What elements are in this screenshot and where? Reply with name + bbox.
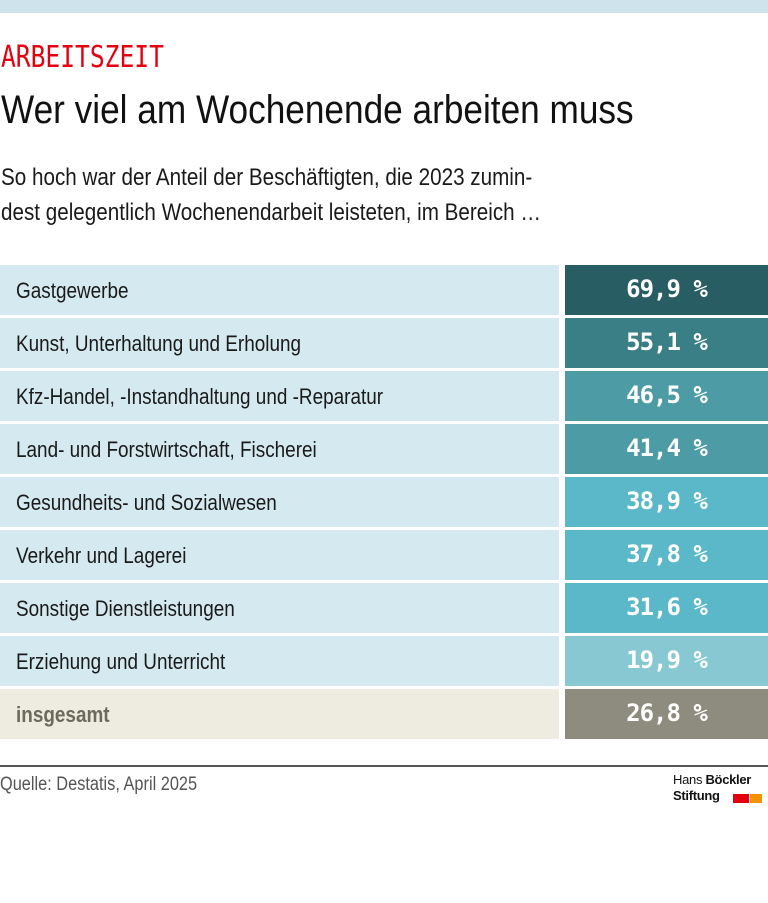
value-label: 37,8 % <box>626 540 708 568</box>
table-row: Kfz-Handel, -Instandhaltung und -Reparat… <box>0 371 768 421</box>
value-label: 31,6 % <box>626 593 708 621</box>
chart-subtitle: So hoch war der Anteil der Beschäftigten… <box>1 160 758 230</box>
row-label: Gesundheits- und Sozialwesen <box>16 490 277 515</box>
row-label: insgesamt <box>16 702 110 727</box>
source-note: Quelle: Destatis, April 2025 <box>0 774 198 795</box>
chart-title: Wer viel am Wochenende arbeiten muss <box>1 88 634 132</box>
value-label: 38,9 % <box>626 487 708 515</box>
value-cell: 38,9 % <box>565 477 768 527</box>
row-label-cell: Land- und Forstwirtschaft, Fischerei <box>0 424 559 474</box>
value-label: 55,1 % <box>626 328 708 356</box>
row-label: Verkehr und Lagerei <box>16 543 187 568</box>
row-label-cell: Kunst, Unterhaltung und Erholung <box>0 318 559 368</box>
row-label: Kfz-Handel, -Instandhaltung und -Reparat… <box>16 384 384 409</box>
row-label-cell: Verkehr und Lagerei <box>0 530 559 580</box>
table-row: Kunst, Unterhaltung und Erholung 55,1 % <box>0 318 768 368</box>
value-cell: 55,1 % <box>565 318 768 368</box>
footer-divider <box>0 765 768 767</box>
logo-red-square-icon <box>733 794 749 803</box>
logo-stiftung: Stiftung <box>673 788 720 803</box>
row-label: Land- und Forstwirtschaft, Fischerei <box>16 437 317 462</box>
value-label: 41,4 % <box>626 434 708 462</box>
row-label: Gastgewerbe <box>16 278 129 303</box>
row-label-cell: Sonstige Dienstleistungen <box>0 583 559 633</box>
row-label-cell: Gesundheits- und Sozialwesen <box>0 477 559 527</box>
value-cell: 41,4 % <box>565 424 768 474</box>
row-label: Sonstige Dienstleistungen <box>16 596 235 621</box>
row-label: Kunst, Unterhaltung und Erholung <box>16 331 302 356</box>
table-row: Gastgewerbe 69,9 % <box>0 265 768 315</box>
top-accent-bar <box>0 0 768 13</box>
data-table: Gastgewerbe 69,9 % Kunst, Unterhaltung und… <box>0 265 768 742</box>
table-row: Erziehung und Unterricht 19,9 % <box>0 636 768 686</box>
table-row: Sonstige Dienstleistungen 31,6 % <box>0 583 768 633</box>
value-cell: 26,8 % <box>565 689 768 739</box>
row-label-cell: Gastgewerbe <box>0 265 559 315</box>
value-cell: 37,8 % <box>565 530 768 580</box>
value-cell: 19,9 % <box>565 636 768 686</box>
value-label: 69,9 % <box>626 275 708 303</box>
value-label: 26,8 % <box>626 699 708 727</box>
table-row: Gesundheits- und Sozialwesen 38,9 % <box>0 477 768 527</box>
value-cell: 69,9 % <box>565 265 768 315</box>
logo-orange-square-icon <box>750 794 762 803</box>
row-label-cell: insgesamt <box>0 689 559 739</box>
table-row: Land- und Forstwirtschaft, Fischerei 41,4… <box>0 424 768 474</box>
table-row: Verkehr und Lagerei 37,8 % <box>0 530 768 580</box>
row-label: Erziehung und Unterricht <box>16 649 226 674</box>
row-label-cell: Kfz-Handel, -Instandhaltung und -Reparat… <box>0 371 559 421</box>
row-label-cell: Erziehung und Unterricht <box>0 636 559 686</box>
logo-hans: Hans <box>673 772 703 787</box>
logo-line-1: Hans Böckler <box>673 772 751 787</box>
value-cell: 46,5 % <box>565 371 768 421</box>
hans-boeckler-logo: Hans Böckler Stiftung <box>673 772 768 804</box>
subtitle-text: So hoch war der Anteil der Beschäftigten… <box>1 164 542 226</box>
table-row-total: insgesamt 26,8 % <box>0 689 768 739</box>
value-label: 46,5 % <box>626 381 708 409</box>
value-label: 19,9 % <box>626 646 708 674</box>
value-cell: 31,6 % <box>565 583 768 633</box>
logo-boeckler: Böckler <box>705 772 752 787</box>
kicker: ARBEITSZEIT <box>1 40 164 75</box>
